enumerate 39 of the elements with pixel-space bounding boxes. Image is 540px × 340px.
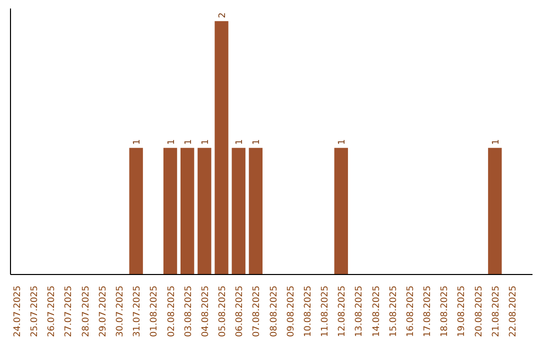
- x-tick-label: 14.08.2025: [372, 286, 382, 338]
- x-tick-label: 22.08.2025: [508, 286, 518, 338]
- x-tick-label: 17.08.2025: [423, 286, 434, 338]
- x-tick-label: 21.08.2025: [491, 286, 502, 338]
- x-tick-label: 19.08.2025: [457, 286, 468, 338]
- data-label: 1: [132, 139, 143, 145]
- data-label: 1: [200, 139, 211, 145]
- x-tick-label: 08.08.2025: [269, 286, 280, 338]
- x-tick-label: 28.07.2025: [81, 286, 92, 338]
- x-tick-label: 11.08.2025: [320, 286, 331, 338]
- data-label: 1: [252, 139, 262, 145]
- data-label: 1: [491, 139, 502, 145]
- x-tick-label: 05.08.2025: [218, 286, 228, 338]
- data-label: 1: [338, 139, 348, 145]
- x-tick-label: 06.08.2025: [235, 286, 246, 338]
- x-tick-label: 29.07.2025: [98, 286, 108, 338]
- x-tick-label: 12.08.2025: [338, 286, 348, 338]
- x-tick-label: 02.08.2025: [166, 286, 177, 338]
- x-tick-label: 31.07.2025: [132, 286, 143, 338]
- x-tick-label: 09.08.2025: [286, 286, 296, 338]
- x-tick-label: 24.07.2025: [12, 286, 23, 338]
- x-tick-label: 25.07.2025: [30, 286, 40, 338]
- x-tick-label: 13.08.2025: [354, 286, 365, 338]
- x-tick-label: 04.08.2025: [200, 286, 211, 338]
- data-label: 2: [218, 12, 228, 18]
- x-tick-label: 01.08.2025: [150, 286, 160, 338]
- x-tick-label: 20.08.2025: [474, 286, 484, 338]
- x-tick-label: 16.08.2025: [406, 286, 416, 338]
- x-tick-label: 03.08.2025: [184, 286, 194, 338]
- x-tick-label: 27.07.2025: [64, 286, 74, 338]
- x-tick-label: 15.08.2025: [388, 286, 399, 338]
- data-label: 1: [235, 139, 246, 145]
- x-tick-label: 26.07.2025: [47, 286, 58, 338]
- x-tick-label: 18.08.2025: [440, 286, 450, 338]
- x-tick-label: 07.08.2025: [252, 286, 262, 338]
- x-tick-label: 10.08.2025: [303, 286, 314, 338]
- x-tick-label: 30.07.2025: [116, 286, 126, 338]
- data-label: 1: [184, 139, 194, 145]
- data-label: 1: [166, 139, 177, 145]
